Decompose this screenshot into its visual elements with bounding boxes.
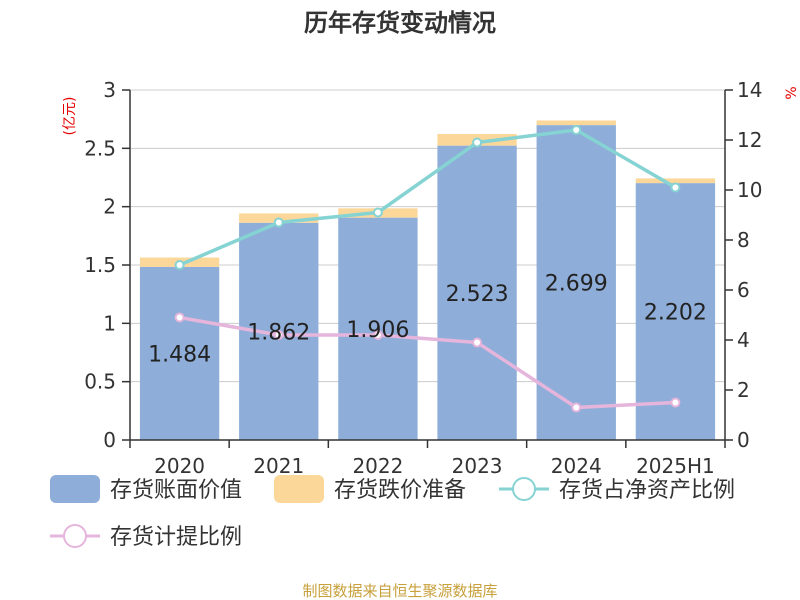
left-axis-tick-label: 1 (103, 311, 116, 335)
legend-item: 存货占净资产比例 (499, 477, 735, 503)
ratio-reserve-line (179, 315, 676, 410)
ratio-reserve-point (273, 330, 284, 340)
ratio-reserve-point (670, 397, 681, 408)
legend-label: 存货账面价值 (110, 478, 242, 503)
bar-series (139, 120, 716, 440)
ratio-reserve-point (372, 330, 383, 340)
bar-book-value (536, 125, 616, 440)
legend-item: 存货账面价值 (50, 475, 242, 503)
ratio-reserve-point (174, 312, 185, 323)
x-axis-tick-label: 2023 (452, 454, 503, 478)
left-axis-unit: (亿元) (62, 97, 78, 136)
ratio-net-assets-point (670, 182, 681, 193)
bar-data-label: 2.523 (446, 282, 509, 307)
right-axis-tick-label: 14 (737, 78, 762, 102)
bar-data-label: 2.202 (644, 301, 707, 326)
line-series (174, 125, 681, 413)
legend-swatch (274, 475, 324, 503)
chart-title: 历年存货变动情况 (304, 9, 496, 37)
ratio-net-assets-point (273, 217, 284, 228)
left-axis-tick-label: 0 (103, 428, 116, 452)
x-axis-tick-label: 2025H1 (636, 454, 715, 478)
ratio-net-assets-line (178, 128, 677, 267)
bar-data-label: 1.862 (247, 320, 310, 345)
left-axis-tick-label: 2 (103, 195, 116, 219)
ratio-reserve-point (472, 337, 483, 348)
ratio-net-assets-point (372, 207, 383, 218)
x-axis-tick-label: 2020 (154, 454, 205, 478)
legend-label: 存货占净资产比例 (559, 478, 735, 503)
right-axis-tick-label: 4 (737, 328, 750, 352)
left-axis-tick-label: 1.5 (84, 253, 116, 277)
bar-data-label: 2.699 (545, 272, 608, 297)
right-axis-unit: % (784, 86, 800, 99)
right-axis-tick-label: 10 (737, 178, 762, 202)
ratio-net-assets-point (174, 260, 185, 270)
bar-data-label: 1.906 (346, 318, 409, 343)
ratio-reserve-point (571, 402, 582, 413)
axes: 0 0.5 1 1.5 2 2.5 3 0 2 4 6 8 10 12 14 2020 2021 2022 2023… (84, 78, 762, 478)
bar-book-value (437, 145, 517, 440)
x-axis-tick-label: 2021 (253, 454, 304, 478)
x-axis-tick-label: 2024 (551, 454, 602, 478)
right-axis-tick-label: 12 (737, 128, 762, 152)
ratio-net-assets-point (472, 137, 483, 148)
right-axis-tick-label: 0 (737, 428, 750, 452)
right-axis-tick-label: 6 (737, 278, 750, 302)
bar-book-value (338, 217, 418, 440)
legend-item: 存货跌价准备 (274, 475, 466, 503)
bar-reserve (635, 178, 716, 184)
legend-item: 存货计提比例 (50, 524, 242, 550)
left-axis-tick-label: 3 (103, 78, 116, 102)
bar-book-value (635, 183, 716, 440)
data-labels: 1.484 1.862 1.906 2.523 2.699 2.202 (148, 272, 707, 368)
bar-book-value (139, 266, 220, 440)
bar-reserve (536, 120, 616, 126)
grid-lines (130, 89, 725, 383)
left-axis-tick-label: 0.5 (84, 370, 116, 394)
legend-swatch (50, 475, 100, 503)
bar-data-label: 1.484 (148, 342, 211, 367)
right-axis-tick-label: 2 (737, 378, 750, 402)
legend-label: 存货计提比例 (110, 525, 242, 550)
x-axis-tick-label: 2022 (352, 454, 403, 478)
legend-marker (512, 477, 536, 501)
right-axis-tick-label: 8 (737, 228, 750, 252)
legend-label: 存货跌价准备 (334, 478, 466, 503)
legend-marker (63, 524, 87, 548)
ratio-net-assets-point (571, 125, 582, 135)
source-note: 制图数据来自恒生聚源数据库 (302, 582, 497, 600)
left-axis-tick-label: 2.5 (84, 136, 116, 160)
